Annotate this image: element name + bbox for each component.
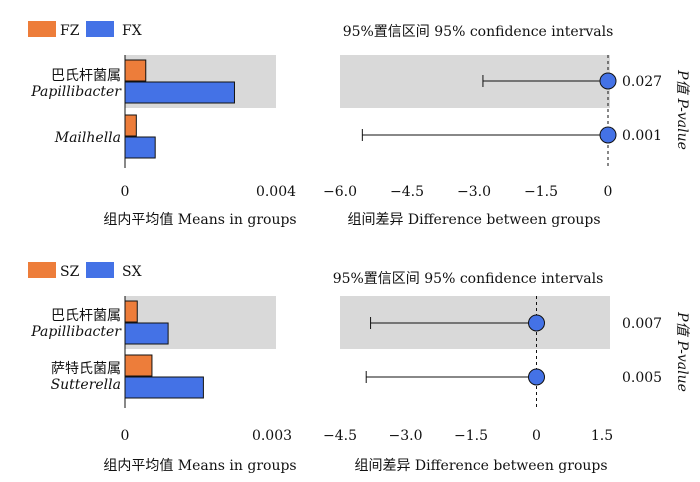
x-tick-label: −4.5 bbox=[390, 184, 424, 200]
x-tick-group: −4.5 −3.0 −1.5 0 1.5 bbox=[323, 428, 613, 444]
x-axis-label: 组内平均值 Means in groups bbox=[103, 212, 296, 228]
x-axis-label: 组内平均值 Means in groups bbox=[103, 458, 296, 474]
bar-sz-papillibacter bbox=[124, 300, 138, 323]
category-cn-label: 巴氏杆菌属 bbox=[51, 308, 121, 324]
x-tick-label: 0.003 bbox=[252, 428, 292, 444]
p-value-label: 0.007 bbox=[622, 316, 662, 332]
x-tick-label: −3.0 bbox=[389, 428, 423, 444]
p-value-label: 0.001 bbox=[622, 128, 662, 144]
x-tick-label: −3.0 bbox=[457, 184, 491, 200]
estimate-point bbox=[599, 126, 617, 144]
svg-text:P值P-value: P值 P-value bbox=[674, 311, 690, 392]
category-latin-label: Mailhella bbox=[54, 130, 121, 146]
x-axis-label: 组间差异 Difference between groups bbox=[354, 458, 607, 474]
legend-swatch-fx bbox=[86, 21, 114, 37]
legend-label-fx: FX bbox=[122, 23, 142, 39]
bar-fx-papillibacter bbox=[124, 81, 235, 104]
x-tick-label: 0 bbox=[121, 184, 130, 200]
estimate-point bbox=[599, 72, 617, 90]
legend-swatch-fz bbox=[28, 21, 56, 37]
category-latin-label: Papillibacter bbox=[30, 84, 122, 100]
svg-text:P值P-value: P值 P-value bbox=[674, 69, 690, 150]
x-tick-label: 0.004 bbox=[256, 184, 296, 200]
bar-sz-sutterella bbox=[124, 354, 153, 377]
top-panel: FZ FX 巴氏杆菌属 Papillibacter Mailhella 0 0.… bbox=[28, 21, 690, 228]
bar-fz-mailhella bbox=[124, 114, 137, 137]
legend-label-sx: SX bbox=[122, 264, 142, 280]
x-tick-label: 0 bbox=[532, 428, 541, 444]
estimate-point bbox=[528, 368, 545, 386]
category-latin-label: Sutterella bbox=[51, 377, 121, 393]
x-axis-label: 组间差异 Difference between groups bbox=[347, 212, 600, 228]
p-value-label-prefix: P值 bbox=[674, 311, 690, 337]
x-tick-label: −6.0 bbox=[323, 184, 357, 200]
estimate-point bbox=[528, 314, 545, 332]
legend-swatch-sz bbox=[28, 262, 56, 278]
x-tick-label: −1.5 bbox=[524, 184, 558, 200]
bar-group bbox=[124, 300, 204, 399]
bar-fz-papillibacter bbox=[124, 59, 147, 82]
legend-label-fz: FZ bbox=[60, 23, 80, 39]
ci-title: 95%置信区间 95% confidence intervals bbox=[343, 24, 614, 40]
p-value-label-prefix: P值 bbox=[674, 69, 690, 95]
p-value-label-suffix: P-value bbox=[674, 98, 690, 150]
x-tick-label: 1.5 bbox=[591, 428, 613, 444]
category-cn-label: 萨特氏菌属 bbox=[51, 361, 121, 377]
ci-group: 0.027 0.001 bbox=[361, 55, 662, 168]
x-tick-label: 0 bbox=[121, 428, 130, 444]
bottom-panel: SZ SX 巴氏杆菌属 Papillibacter 萨特氏菌属 Sutterel… bbox=[28, 262, 690, 474]
p-value-axis-label: P值 P-value bbox=[674, 69, 690, 150]
bar-fx-mailhella bbox=[124, 136, 156, 159]
p-value-label: 0.027 bbox=[622, 74, 662, 90]
legend-label-sz: SZ bbox=[60, 264, 80, 280]
category-latin-label: Papillibacter bbox=[30, 324, 122, 340]
legend-swatch-sx bbox=[86, 262, 114, 278]
x-tick-label: −1.5 bbox=[454, 428, 488, 444]
bar-sx-papillibacter bbox=[124, 322, 169, 345]
ci-group: 0.007 0.005 bbox=[365, 296, 662, 408]
x-tick-label: −4.5 bbox=[323, 428, 357, 444]
p-value-label: 0.005 bbox=[622, 370, 662, 386]
category-cn-label: 巴氏杆菌属 bbox=[51, 68, 121, 84]
p-value-label-suffix: P-value bbox=[674, 340, 690, 392]
p-value-axis-label: P值 P-value bbox=[674, 311, 690, 392]
x-tick-label: 0 bbox=[604, 184, 613, 200]
bar-sx-sutterella bbox=[124, 376, 204, 399]
x-tick-group: −6.0 −4.5 −3.0 −1.5 0 bbox=[323, 184, 612, 200]
ci-title: 95%置信区间 95% confidence intervals bbox=[333, 271, 604, 287]
